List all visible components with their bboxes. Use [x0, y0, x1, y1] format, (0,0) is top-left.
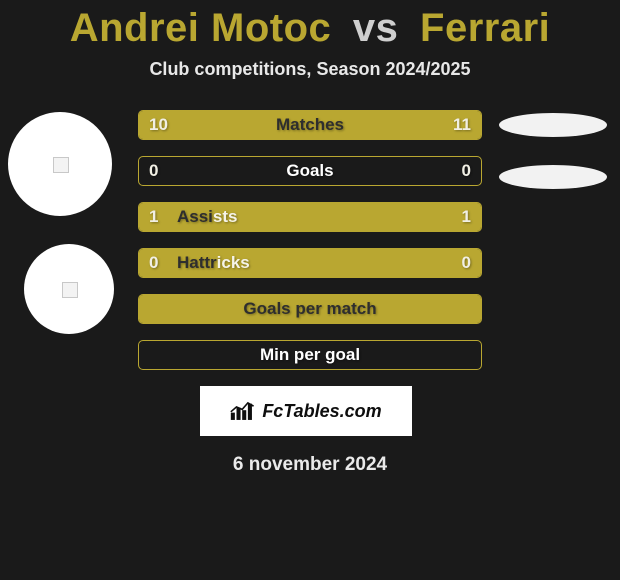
stat-bar: Goals per match: [138, 294, 482, 324]
title-vs: vs: [353, 6, 399, 50]
bar-label-row: 0Hattricks0: [139, 249, 481, 277]
brand-text: FcTables.com: [262, 401, 381, 422]
stat-bar: 10Matches11: [138, 110, 482, 140]
stat-bar: 1Assists1: [138, 202, 482, 232]
stat-bars: 10Matches110Goals01Assists10Hattricks0Go…: [138, 110, 482, 386]
bar-metric-label: Assists: [177, 207, 443, 227]
bar-label-row: 1Assists1: [139, 203, 481, 231]
bar-label-row: 10Matches11: [139, 111, 481, 139]
footer-date: 6 november 2024: [0, 454, 620, 476]
right-marker-1: [499, 113, 607, 137]
bar-label-row: Min per goal: [139, 341, 481, 369]
bar-value-left: 0: [149, 161, 177, 181]
bar-value-right: 11: [443, 115, 471, 135]
bar-metric-label: Min per goal: [177, 345, 443, 365]
bar-metric-label: Matches: [177, 115, 443, 135]
subtitle: Club competitions, Season 2024/2025: [0, 59, 620, 80]
bar-label-row: 0Goals0: [139, 157, 481, 185]
stat-bar: 0Goals0: [138, 156, 482, 186]
stat-bar: Min per goal: [138, 340, 482, 370]
comparison-stage: 10Matches110Goals01Assists10Hattricks0Go…: [0, 80, 620, 560]
stat-bar: 0Hattricks0: [138, 248, 482, 278]
bar-label-row: Goals per match: [139, 295, 481, 323]
player2-avatar: [24, 244, 114, 334]
bar-metric-label: Goals: [177, 161, 443, 181]
bar-value-right: 0: [443, 161, 471, 181]
title-player2: Ferrari: [420, 6, 550, 50]
right-marker-2: [499, 165, 607, 189]
player1-avatar: [8, 112, 112, 216]
bar-value-left: 1: [149, 207, 177, 227]
bar-value-right: 0: [443, 253, 471, 273]
title-player1: Andrei Motoc: [70, 6, 332, 50]
bar-value-right: 1: [443, 207, 471, 227]
bar-value-left: 0: [149, 253, 177, 273]
title: Andrei Motoc vs Ferrari: [0, 0, 620, 51]
bar-value-left: 10: [149, 115, 177, 135]
bars-icon: [230, 400, 256, 422]
bar-metric-label: Goals per match: [177, 299, 443, 319]
brand-badge: FcTables.com: [200, 386, 412, 436]
bar-metric-label: Hattricks: [177, 253, 443, 273]
